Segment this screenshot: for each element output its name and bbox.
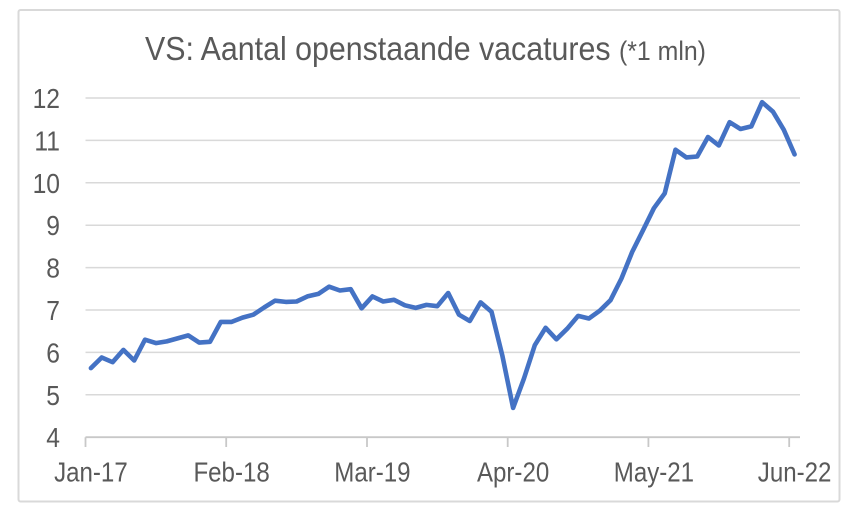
svg-text:11: 11 (34, 125, 60, 157)
svg-text:Feb-18: Feb-18 (193, 456, 269, 488)
svg-text:Apr-20: Apr-20 (477, 456, 549, 488)
svg-text:5: 5 (46, 379, 60, 411)
svg-text:10: 10 (33, 167, 60, 199)
svg-text:May-21: May-21 (614, 456, 694, 488)
svg-text:Mar-19: Mar-19 (334, 456, 410, 488)
svg-text:Jan-17: Jan-17 (54, 456, 128, 488)
svg-text:VS: Aantal openstaande vacatur: VS: Aantal openstaande vacatures (*1 mln… (145, 30, 706, 67)
svg-text:12: 12 (33, 83, 60, 115)
svg-text:7: 7 (46, 295, 60, 327)
svg-text:4: 4 (46, 422, 60, 454)
svg-text:9: 9 (46, 210, 60, 242)
svg-text:6: 6 (46, 337, 60, 369)
svg-text:8: 8 (46, 252, 60, 284)
svg-text:Jun-22: Jun-22 (758, 456, 832, 488)
